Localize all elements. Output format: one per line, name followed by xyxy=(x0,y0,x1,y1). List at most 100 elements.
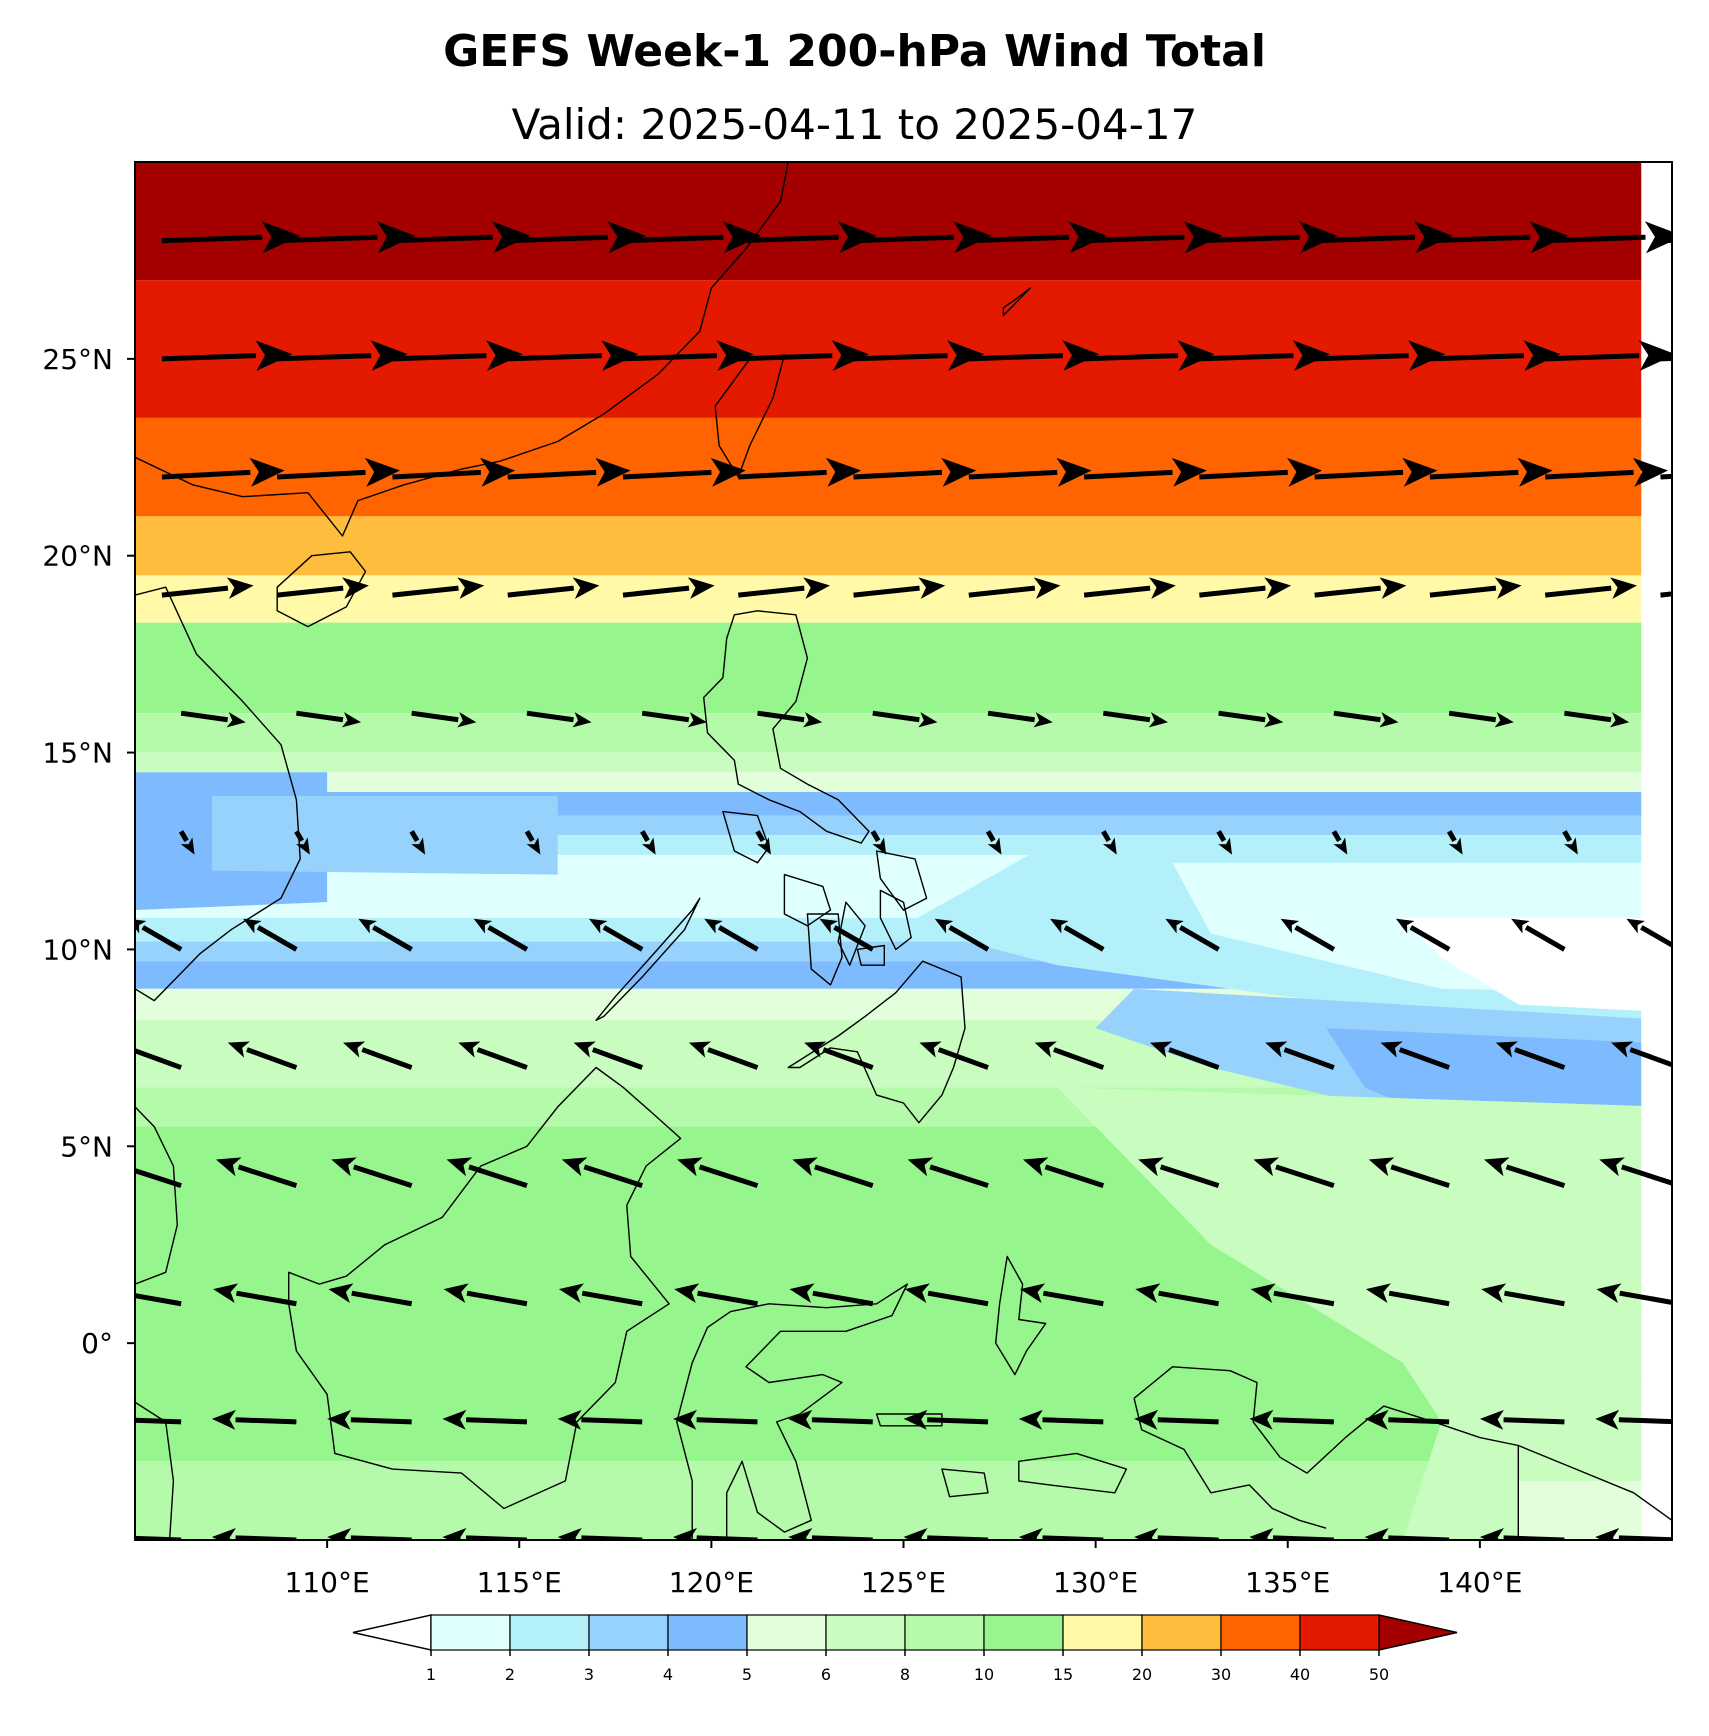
wind-arrow-shaft xyxy=(246,1047,298,1070)
wind-arrow-shaft xyxy=(526,710,574,723)
wind-arrow-head xyxy=(792,1157,818,1177)
colorbar-tick-label: 3 xyxy=(584,1665,594,1684)
wind-arrow-shaft xyxy=(1218,710,1266,723)
wind-arrow-head xyxy=(485,340,524,371)
wind-arrow xyxy=(135,1293,182,1307)
wind-arrow-shaft xyxy=(1545,353,1640,362)
wind-arrow-head xyxy=(1264,712,1284,728)
wind-arrow-shaft xyxy=(987,710,1035,723)
colorbar-under-triangle xyxy=(352,1614,432,1651)
wind-arrow xyxy=(1314,340,1446,371)
coast-okinawa xyxy=(1002,287,1032,317)
wind-arrow-shaft xyxy=(1619,1290,1672,1305)
wind-arrow xyxy=(1250,1283,1335,1307)
wind-arrow xyxy=(968,577,1061,599)
wind-arrow-shaft xyxy=(697,1290,758,1307)
wind-arrow xyxy=(804,1041,874,1070)
wind-arrow-shaft xyxy=(466,1290,528,1307)
coast-new-guinea xyxy=(1133,1366,1672,1521)
wind-arrow-head xyxy=(442,1409,467,1430)
wind-arrow-head xyxy=(907,1157,934,1177)
colorbar-tick-label: 10 xyxy=(974,1665,994,1684)
wind-arrow-shaft xyxy=(1429,234,1531,244)
wind-arrow-head xyxy=(1134,1409,1159,1430)
wind-arrow-head xyxy=(358,918,377,934)
wind-arrow-head xyxy=(588,918,608,934)
lon-tick-label: 135°E xyxy=(1245,1566,1330,1599)
wind-arrow-head xyxy=(1177,340,1215,371)
wind-arrow-shaft xyxy=(1272,1417,1334,1425)
colorbar-segment xyxy=(588,1614,669,1651)
wind-arrow-head xyxy=(1402,457,1438,487)
wind-arrow xyxy=(1481,1283,1565,1307)
wind-arrow-shaft xyxy=(1621,1164,1672,1186)
wind-arrow xyxy=(135,1048,182,1070)
wind-arrow xyxy=(1083,457,1207,487)
wind-arrow-shaft xyxy=(1053,1047,1105,1070)
wind-arrow xyxy=(1562,830,1578,855)
wind-arrow xyxy=(789,1283,874,1307)
colorbar-segment xyxy=(1299,1614,1380,1651)
wind-arrow xyxy=(1545,457,1668,487)
wind-arrow xyxy=(1102,710,1168,728)
speed-patch-7 xyxy=(1518,1480,1672,1540)
wind-arrow xyxy=(1545,340,1672,371)
wind-arrow-shaft xyxy=(392,353,487,362)
wind-arrow-head xyxy=(1379,712,1399,728)
wind-arrow-head xyxy=(443,1283,469,1303)
coast-mindoro xyxy=(722,810,770,864)
wind-arrow xyxy=(1101,830,1117,855)
wind-arrow-head xyxy=(376,221,416,254)
colorbar-segment xyxy=(983,1614,1064,1651)
wind-arrow xyxy=(1679,831,1693,854)
wind-arrow xyxy=(968,340,1100,371)
coast-vietnam-coast xyxy=(135,586,301,1002)
wind-arrow xyxy=(968,457,1092,487)
wind-arrow-head xyxy=(1632,457,1668,487)
wind-arrow-head xyxy=(97,1410,121,1430)
wind-arrow-head xyxy=(1148,577,1176,599)
wind-arrow-head xyxy=(1610,577,1637,599)
wind-arrow-shaft xyxy=(738,353,833,362)
wind-arrow-shaft xyxy=(738,469,827,480)
wind-arrow-shaft xyxy=(1199,234,1300,244)
wind-arrow-head xyxy=(837,221,877,254)
wind-arrow xyxy=(1484,1157,1566,1189)
wind-arrow xyxy=(1333,710,1399,728)
colorbar: 1 2 3 4 5 6 8 10 15 20 30 40 50 xyxy=(352,1614,1458,1684)
wind-arrow-shaft xyxy=(1273,1290,1335,1307)
wind-arrow-head xyxy=(1379,577,1407,599)
wind-arrow-shaft xyxy=(1283,1047,1335,1070)
wind-arrow xyxy=(1365,1283,1450,1307)
wind-arrow xyxy=(473,918,529,952)
speed-band-7 xyxy=(135,752,1672,773)
wind-arrow-head xyxy=(343,1041,366,1058)
wind-arrow xyxy=(622,457,746,487)
wind-arrow xyxy=(526,710,592,728)
wind-arrow-head xyxy=(1138,1157,1164,1177)
wind-arrow-head xyxy=(1495,1041,1518,1058)
wind-arrow-shaft xyxy=(236,1290,297,1307)
wind-arrow-head xyxy=(607,221,646,254)
speed-band-1 xyxy=(135,280,1672,418)
wind-arrow xyxy=(331,1157,413,1189)
wind-arrow-shaft xyxy=(1084,234,1185,244)
wind-arrow xyxy=(135,919,183,952)
wind-arrow-shaft xyxy=(822,1047,874,1070)
wind-arrow-head xyxy=(934,918,954,934)
wind-arrow-head xyxy=(918,712,938,728)
lon-tick-label: 110°E xyxy=(285,1566,370,1599)
wind-arrow-head xyxy=(473,918,493,934)
wind-arrow xyxy=(277,340,408,371)
wind-arrow xyxy=(276,577,369,599)
wind-arrow xyxy=(1314,577,1407,599)
wind-arrow-shaft xyxy=(1544,585,1612,598)
wind-arrow-head xyxy=(331,1157,357,1177)
wind-arrow xyxy=(178,830,195,855)
wind-arrow-head xyxy=(1448,837,1463,855)
colorbar-segment xyxy=(667,1614,748,1651)
map-subtitle: Valid: 2025-04-11 to 2025-04-17 xyxy=(511,100,1198,149)
lat-tick-label: 5°N xyxy=(60,1130,113,1163)
wind-arrow-shaft xyxy=(1314,234,1416,244)
wind-arrow-head xyxy=(789,1283,815,1303)
